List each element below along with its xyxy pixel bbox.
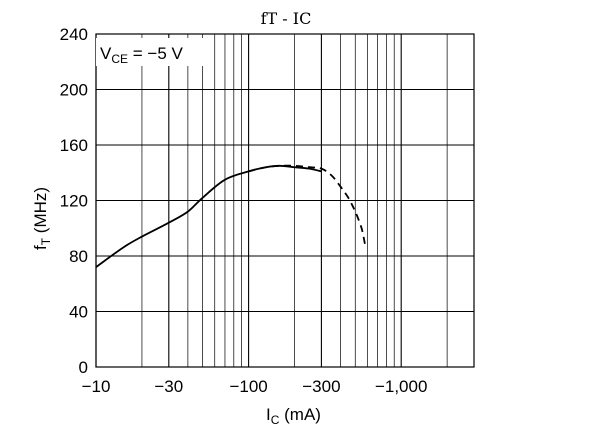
y-axis-label: fT (MHz) xyxy=(31,187,53,250)
y-tick-label: 120 xyxy=(60,192,88,211)
solid-series-line xyxy=(95,164,322,268)
x-tick-label: −30 xyxy=(154,377,183,396)
x-tick-label: −10 xyxy=(82,377,111,396)
y-axis-ticks: 0 40 80 120 160 200 240 xyxy=(60,25,88,377)
annotation-bg xyxy=(96,38,214,66)
y-tick-label: 0 xyxy=(79,358,88,377)
y-tick-label: 80 xyxy=(69,247,88,266)
x-tick-label: −1,000 xyxy=(375,377,427,396)
x-axis-ticks: −10 −30 −100 −300 −1,000 xyxy=(82,377,428,396)
y-tick-label: 200 xyxy=(60,81,88,100)
vce-annotation: VCE = −5 V xyxy=(100,44,183,66)
x-tick-label: −100 xyxy=(229,377,267,396)
y-tick-label: 160 xyxy=(60,136,88,155)
x-axis-label: IC (mA) xyxy=(266,405,321,427)
plot-frame xyxy=(95,33,475,368)
major-gridlines xyxy=(95,33,474,368)
dashed-series-line xyxy=(248,164,366,246)
y-tick-label: 40 xyxy=(69,303,88,322)
x-tick-label: −300 xyxy=(302,377,340,396)
chart-title: fT - IC xyxy=(261,9,312,28)
series-layer xyxy=(95,164,366,268)
y-tick-label: 240 xyxy=(60,25,88,44)
